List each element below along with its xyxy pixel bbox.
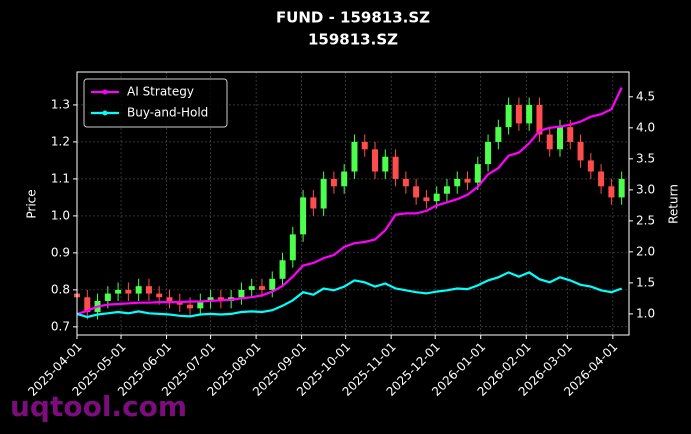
candle-body — [289, 234, 296, 261]
candle-body — [536, 104, 543, 135]
candle-body — [372, 149, 379, 172]
series-line — [76, 271, 623, 319]
y-tick-label: 1.2 — [51, 134, 70, 148]
watermark: uqtool.com — [10, 390, 187, 423]
candle-body — [361, 141, 368, 150]
candle-body — [84, 297, 91, 313]
y-tick-label: 0.9 — [51, 245, 70, 259]
candle-body — [433, 193, 440, 202]
y2-tick-label: 4.0 — [636, 120, 655, 134]
candle-body — [474, 164, 481, 183]
candle-body — [217, 297, 224, 301]
candle-body — [608, 186, 615, 198]
candle-body — [464, 178, 471, 183]
candle-body — [577, 141, 584, 161]
candle-body — [166, 297, 173, 301]
candle-body — [310, 197, 317, 209]
candle-body — [454, 178, 461, 187]
y2-axis-label: Return — [667, 184, 681, 224]
plot-frame — [76, 71, 630, 336]
candle-body — [351, 141, 358, 172]
y-tick-label: 1.0 — [51, 208, 70, 222]
candle-body — [423, 197, 430, 202]
candle-body — [587, 160, 594, 172]
chart-title: FUND - 159813.SZ — [276, 9, 430, 27]
series-line — [76, 87, 623, 315]
candle-body — [135, 286, 142, 294]
candle-body — [187, 304, 194, 309]
candle-body — [156, 293, 163, 298]
candle-body — [382, 156, 389, 172]
candle-body — [145, 286, 152, 294]
candle-body — [618, 178, 625, 198]
candle-body — [526, 104, 533, 124]
candle-body — [485, 141, 492, 165]
candle-body — [598, 171, 605, 187]
legend-marker — [102, 110, 108, 116]
candle-body — [567, 127, 574, 142]
y-tick-label: 1.1 — [51, 171, 70, 185]
legend-box — [83, 78, 228, 128]
y-tick-label: 0.7 — [51, 319, 70, 333]
y2-tick-label: 1.0 — [636, 306, 655, 320]
candle-body — [505, 104, 512, 128]
legend-label: Buy-and-Hold — [127, 106, 208, 120]
y2-tick-label: 2.0 — [636, 244, 655, 258]
candle-body — [300, 197, 307, 235]
candle-body — [248, 286, 255, 290]
y-axis-label: Price — [25, 189, 39, 218]
candle-body — [330, 178, 337, 187]
candle-body — [557, 127, 563, 150]
y2-tick-label: 1.5 — [636, 275, 655, 289]
candle-body — [258, 286, 265, 290]
candle-body — [279, 260, 286, 279]
candle-body — [238, 289, 245, 298]
candle-body — [341, 171, 348, 187]
y2-tick-label: 2.5 — [636, 213, 655, 227]
candle-body — [495, 127, 502, 142]
chart-subtitle: 159813.SZ — [308, 31, 398, 49]
candle-body — [413, 186, 420, 198]
candle-body — [546, 134, 553, 150]
plot-area — [74, 72, 629, 335]
candle-body — [443, 186, 450, 194]
candle-body — [402, 178, 409, 187]
candle-body — [392, 156, 399, 179]
candle-body — [515, 104, 522, 124]
candle-body — [320, 178, 327, 209]
y2-tick-label: 3.0 — [636, 182, 655, 196]
legend-marker — [102, 89, 108, 95]
candle-body — [115, 289, 122, 294]
candle-body — [104, 293, 111, 301]
candle-body — [269, 278, 276, 290]
candle-body — [207, 297, 214, 301]
legend-label: AI Strategy — [127, 85, 194, 99]
candle-body — [125, 289, 132, 294]
y2-tick-label: 4.5 — [636, 89, 655, 103]
y2-tick-label: 3.5 — [636, 151, 655, 165]
y-tick-label: 1.3 — [51, 97, 70, 111]
y-tick-label: 0.8 — [51, 282, 70, 296]
candle-body — [197, 300, 204, 309]
